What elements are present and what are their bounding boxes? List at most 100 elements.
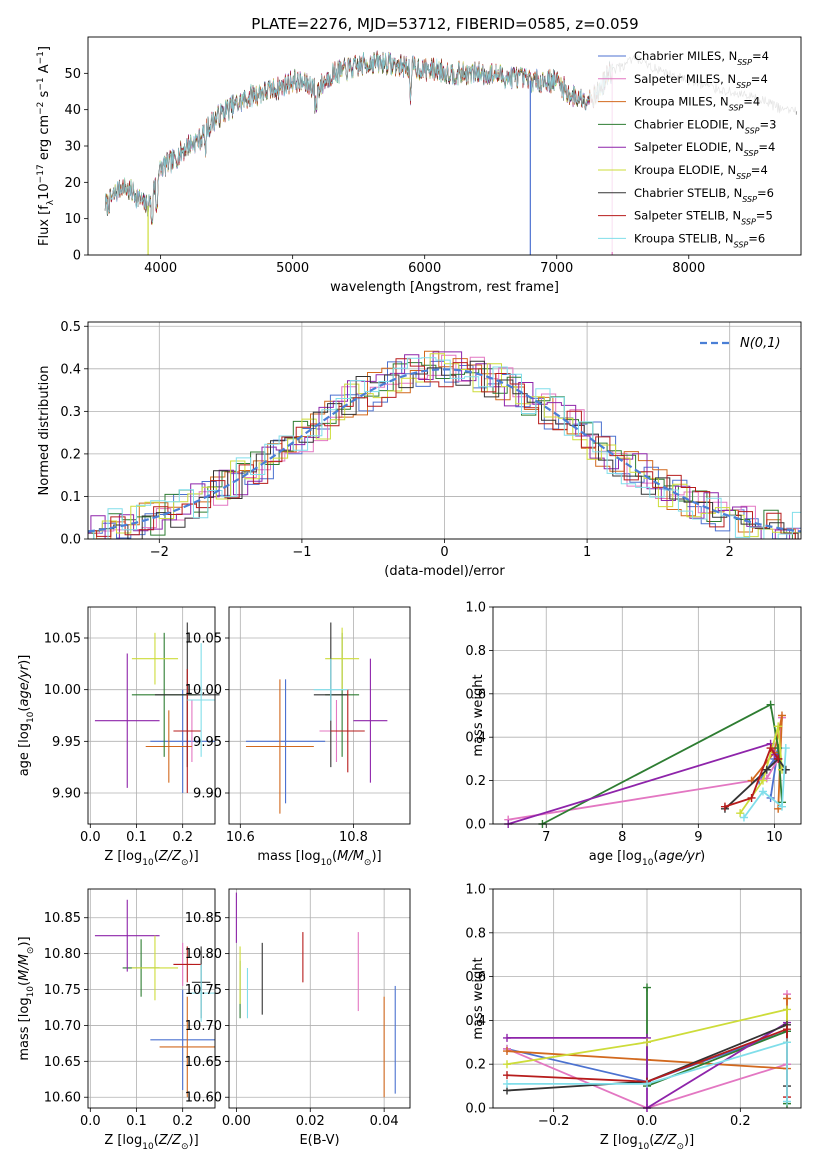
weight-marker [503, 1033, 511, 1042]
panel-mass_vs_ebv: 0.00 0.02 0.04 10.60 10.65 10.70 10.75 10.80 10.… [185, 888, 411, 1148]
panel-residuals: −2 −1 0 1 2 0.0 0.1 0.2 0.3 0.4 0.5 (data-model)/er… [37, 320, 802, 579]
data-point [145, 710, 192, 783]
y-tick-label: 10.75 [44, 983, 81, 998]
y-axis-label: Normed distribution [37, 366, 52, 496]
x-tick-label: 9 [694, 830, 702, 845]
weight-marker [736, 809, 745, 818]
weight-marker [739, 813, 748, 822]
x-tick-label: 0.2 [172, 1114, 193, 1129]
x-axis-label: E(B-V) [299, 1133, 339, 1148]
legend-entry: Salpeter MILES, NSSP=4 [634, 72, 768, 90]
axes-frame [228, 606, 411, 825]
y-tick-label: 10.70 [44, 1019, 81, 1034]
y-tick-label: 0 [73, 249, 81, 264]
y-tick-label: 1.0 [465, 601, 486, 616]
axes-frame [492, 606, 802, 825]
y-tick-label: 20 [64, 176, 81, 191]
weight-marker [747, 793, 756, 802]
y-tick-label: 0.0 [60, 533, 81, 548]
x-tick-label: 2 [726, 545, 734, 560]
y-axis-label: mass [log10(M/M⊙)] [17, 936, 36, 1060]
y-axis-label: Flux [fλ10−17 erg cm−2 s−1 A−1] [36, 46, 56, 246]
y-tick-label: 0.3 [60, 405, 81, 420]
data-point [150, 989, 215, 1091]
x-tick-label: 0.02 [296, 1114, 325, 1129]
plot-area [229, 607, 410, 824]
data-point [150, 689, 215, 793]
x-tick-label: 5000 [276, 261, 309, 276]
histogram-series [88, 360, 801, 540]
weight-marker [783, 994, 791, 1003]
histogram-series [88, 357, 801, 540]
weight-marker [643, 1079, 651, 1088]
weight-marker [774, 722, 783, 731]
plot-area [88, 607, 215, 824]
x-tick-label: −2 [150, 545, 169, 560]
y-tick-label: 10.00 [44, 683, 81, 698]
x-tick-label: −1 [292, 545, 311, 560]
histogram-series [88, 360, 801, 540]
data-point [245, 679, 314, 814]
y-tick-label: 0.0 [465, 1102, 486, 1117]
data-point [131, 935, 179, 1001]
figure-title: PLATE=2276, MJD=53712, FIBERID=0585, z=0… [251, 15, 638, 33]
x-tick-label: 0.00 [222, 1114, 251, 1129]
y-tick-label: 40 [64, 103, 81, 118]
histogram-series [88, 351, 801, 540]
axes-frame [87, 888, 216, 1109]
axes-frame [87, 606, 216, 825]
x-tick-label: 6000 [408, 261, 441, 276]
y-tick-label: 0.6 [465, 970, 486, 985]
weight-marker [774, 754, 783, 763]
x-axis-label: Z [log10(Z/Z⊙)] [104, 1133, 198, 1152]
y-tick-label: 0.4 [465, 1014, 486, 1029]
y-tick-label: 10.85 [185, 911, 222, 926]
plot-area [229, 889, 410, 1108]
y-axis-label: mass weight [471, 674, 486, 756]
y-tick-label: 0.0 [465, 818, 486, 833]
plot-marks [504, 700, 790, 828]
y-tick-label: 1.0 [465, 883, 486, 898]
x-tick-label: 10.8 [339, 830, 368, 845]
x-tick-label: 0.04 [370, 1114, 399, 1129]
data-point [131, 632, 179, 685]
data-point [94, 653, 160, 788]
panel-age_vs_Z: 0.0 0.1 0.2 9.90 9.95 10.00 10.05 Z [log10(Z/Z⊙… [17, 606, 220, 868]
weight-marker [766, 700, 775, 709]
legend-entry: Kroupa ELODIE, NSSP=4 [634, 163, 768, 181]
x-tick-label: 10.6 [226, 830, 255, 845]
y-tick-label: 0.6 [465, 687, 486, 702]
y-tick-label: 10.05 [44, 632, 81, 647]
weight-marker [783, 1005, 791, 1014]
plot-marks [245, 622, 388, 814]
weight-marker [643, 1038, 651, 1047]
legend: N(0,1) [700, 336, 781, 351]
data-point [313, 658, 348, 721]
x-tick-label: 4000 [144, 261, 177, 276]
y-tick-label: 10.00 [185, 683, 222, 698]
legend-entry: Chabrier ELODIE, NSSP=3 [634, 117, 776, 135]
weight-series [724, 746, 779, 808]
x-tick-label: 0.1 [126, 830, 147, 845]
data-point [187, 964, 215, 1022]
y-tick-label: 10 [64, 212, 81, 227]
x-tick-label: 0.0 [80, 1114, 101, 1129]
y-tick-label: 10.05 [185, 632, 222, 647]
weight-marker [777, 711, 786, 720]
y-tick-label: 0.8 [465, 926, 486, 941]
y-tick-label: 0.2 [465, 774, 486, 789]
x-tick-label: 10 [766, 830, 783, 845]
data-point [94, 899, 160, 972]
legend-entry: Salpeter STELIB, NSSP=5 [634, 209, 773, 227]
y-tick-label: 10.65 [44, 1055, 81, 1070]
weight-marker [777, 802, 786, 811]
y-tick-label: 0.8 [465, 644, 486, 659]
y-tick-label: 10.85 [44, 911, 81, 926]
y-tick-label: 0.5 [60, 320, 81, 335]
x-tick-label: 0.2 [730, 1114, 751, 1129]
y-tick-label: 0.4 [60, 362, 81, 377]
y-axis-label: age [log10(age/yr)] [17, 655, 36, 777]
weight-marker [762, 765, 771, 774]
plot-marks [94, 899, 215, 1098]
y-tick-label: 10.70 [185, 1019, 222, 1034]
